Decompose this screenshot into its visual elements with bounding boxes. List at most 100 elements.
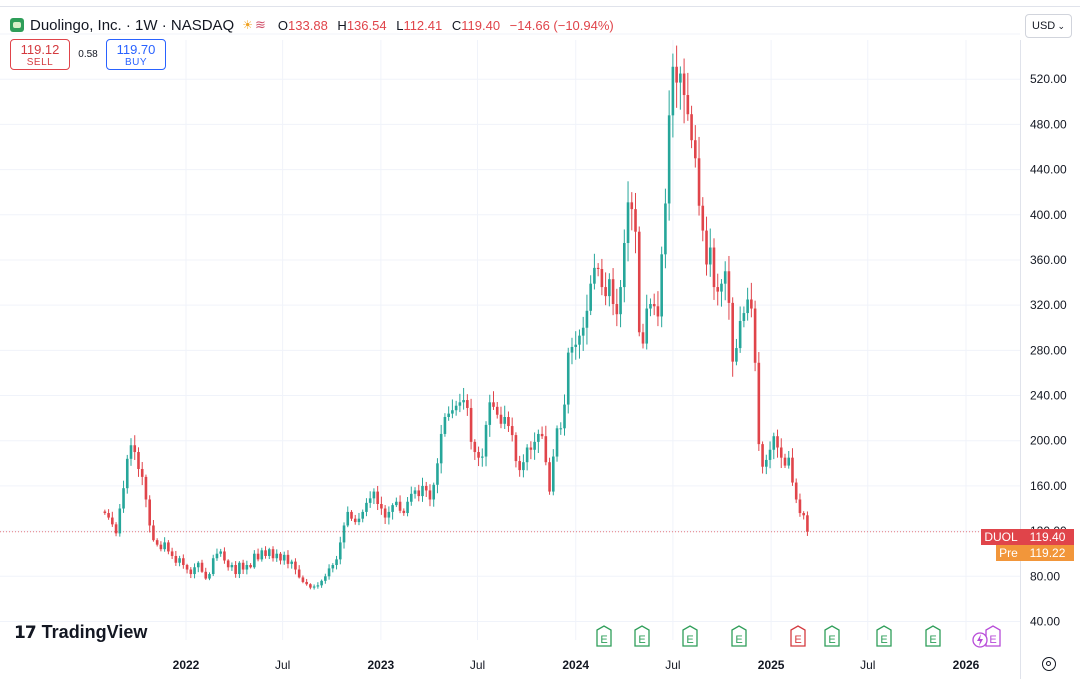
candle [492, 391, 495, 410]
event-badge [925, 625, 941, 647]
candle [671, 53, 675, 138]
earnings-event-marker[interactable]: E [790, 625, 806, 647]
candle [234, 561, 237, 578]
candle [791, 448, 794, 486]
sell-label: SELL [26, 57, 54, 68]
candle [477, 446, 480, 467]
candle [608, 273, 611, 307]
candle-body [458, 402, 462, 406]
candle [637, 226, 641, 337]
earnings-event-marker[interactable]: E [876, 625, 892, 647]
candle-body [443, 417, 447, 434]
candle [686, 72, 690, 121]
candle [219, 548, 222, 557]
candle [555, 425, 559, 462]
candle-body [615, 304, 619, 315]
candle [480, 448, 484, 467]
candle-body [107, 513, 110, 518]
candle [316, 582, 320, 589]
candle [421, 477, 424, 502]
symbol-title[interactable]: Duolingo, Inc. · 1W · NASDAQ [30, 16, 235, 34]
candle-body [667, 115, 671, 204]
price-tick-label: 320.00 [1030, 298, 1067, 312]
split-bolt-icon [972, 632, 988, 648]
candle [589, 275, 592, 316]
candle [125, 454, 129, 494]
earnings-event-marker[interactable]: E [985, 625, 1001, 647]
candle [779, 438, 783, 469]
candle-body [563, 404, 566, 429]
candle [447, 406, 450, 421]
earnings-event-marker[interactable]: E [925, 625, 941, 647]
candle [245, 560, 249, 575]
candle-body [170, 551, 174, 556]
candle-body [772, 436, 776, 450]
candle [320, 579, 323, 588]
candle [585, 294, 589, 345]
candle [174, 550, 178, 566]
time-tick-label: Jul [275, 658, 290, 672]
chevron-down-icon: ⌄ [1057, 20, 1065, 31]
candle [409, 486, 413, 506]
earnings-event-marker[interactable]: E [824, 625, 840, 647]
buy-button[interactable]: 119.70 BUY [106, 39, 166, 70]
candle-body [735, 348, 738, 362]
candle [443, 413, 447, 437]
candle-body [223, 551, 226, 561]
earnings-event-marker[interactable]: E [682, 625, 698, 647]
price-tick-label: 200.00 [1030, 434, 1067, 448]
candle-body [566, 352, 570, 405]
sell-button[interactable]: 119.12 SELL [10, 39, 70, 70]
candle-body [623, 243, 626, 288]
candle-body [305, 581, 308, 585]
event-badge [876, 625, 892, 647]
candle [566, 347, 570, 414]
market-session-sun-icon: ☀ [242, 18, 253, 32]
candle-body [686, 95, 690, 115]
earnings-event-marker[interactable]: E [634, 625, 650, 647]
currency-selector[interactable]: USD ⌄ [1025, 14, 1072, 38]
candle [178, 555, 181, 567]
candle [466, 394, 469, 416]
candle [664, 188, 667, 269]
candle-body [682, 73, 686, 96]
change-value: −14.66 (−10.94%) [509, 17, 614, 33]
candle [402, 508, 406, 516]
candle-body [451, 410, 454, 414]
candle [802, 511, 805, 520]
candle [667, 90, 671, 221]
candle-body [492, 402, 495, 407]
candle-body [533, 441, 536, 450]
candle [458, 393, 462, 413]
event-label: E [929, 634, 936, 646]
candle-body [731, 302, 734, 362]
candle-body [634, 209, 637, 232]
settings-gear-icon[interactable] [1042, 657, 1056, 671]
candle-body [436, 463, 439, 485]
candle [204, 567, 208, 580]
candle-body [282, 554, 286, 561]
candle-body [499, 414, 503, 424]
earnings-event-marker[interactable]: E [596, 625, 612, 647]
candle [324, 573, 327, 584]
candle-body [372, 491, 376, 499]
candle-body [256, 553, 260, 560]
candle [484, 421, 488, 467]
candle-body [537, 433, 540, 442]
candle [794, 478, 798, 504]
candle-body [380, 504, 383, 509]
candle [133, 435, 137, 460]
earnings-event-marker[interactable]: E [731, 625, 747, 647]
event-label: E [989, 634, 996, 646]
candle-body [148, 499, 151, 526]
event-label: E [828, 634, 835, 646]
candle [645, 294, 649, 350]
candle-body [664, 203, 667, 255]
tradingview-logo[interactable]: 17 TradingView [14, 622, 147, 643]
candle [238, 561, 241, 579]
extended-hours-wave-icon: ≋ [255, 17, 266, 32]
candle-body [383, 508, 387, 518]
candle [787, 450, 791, 469]
candle [331, 563, 335, 573]
